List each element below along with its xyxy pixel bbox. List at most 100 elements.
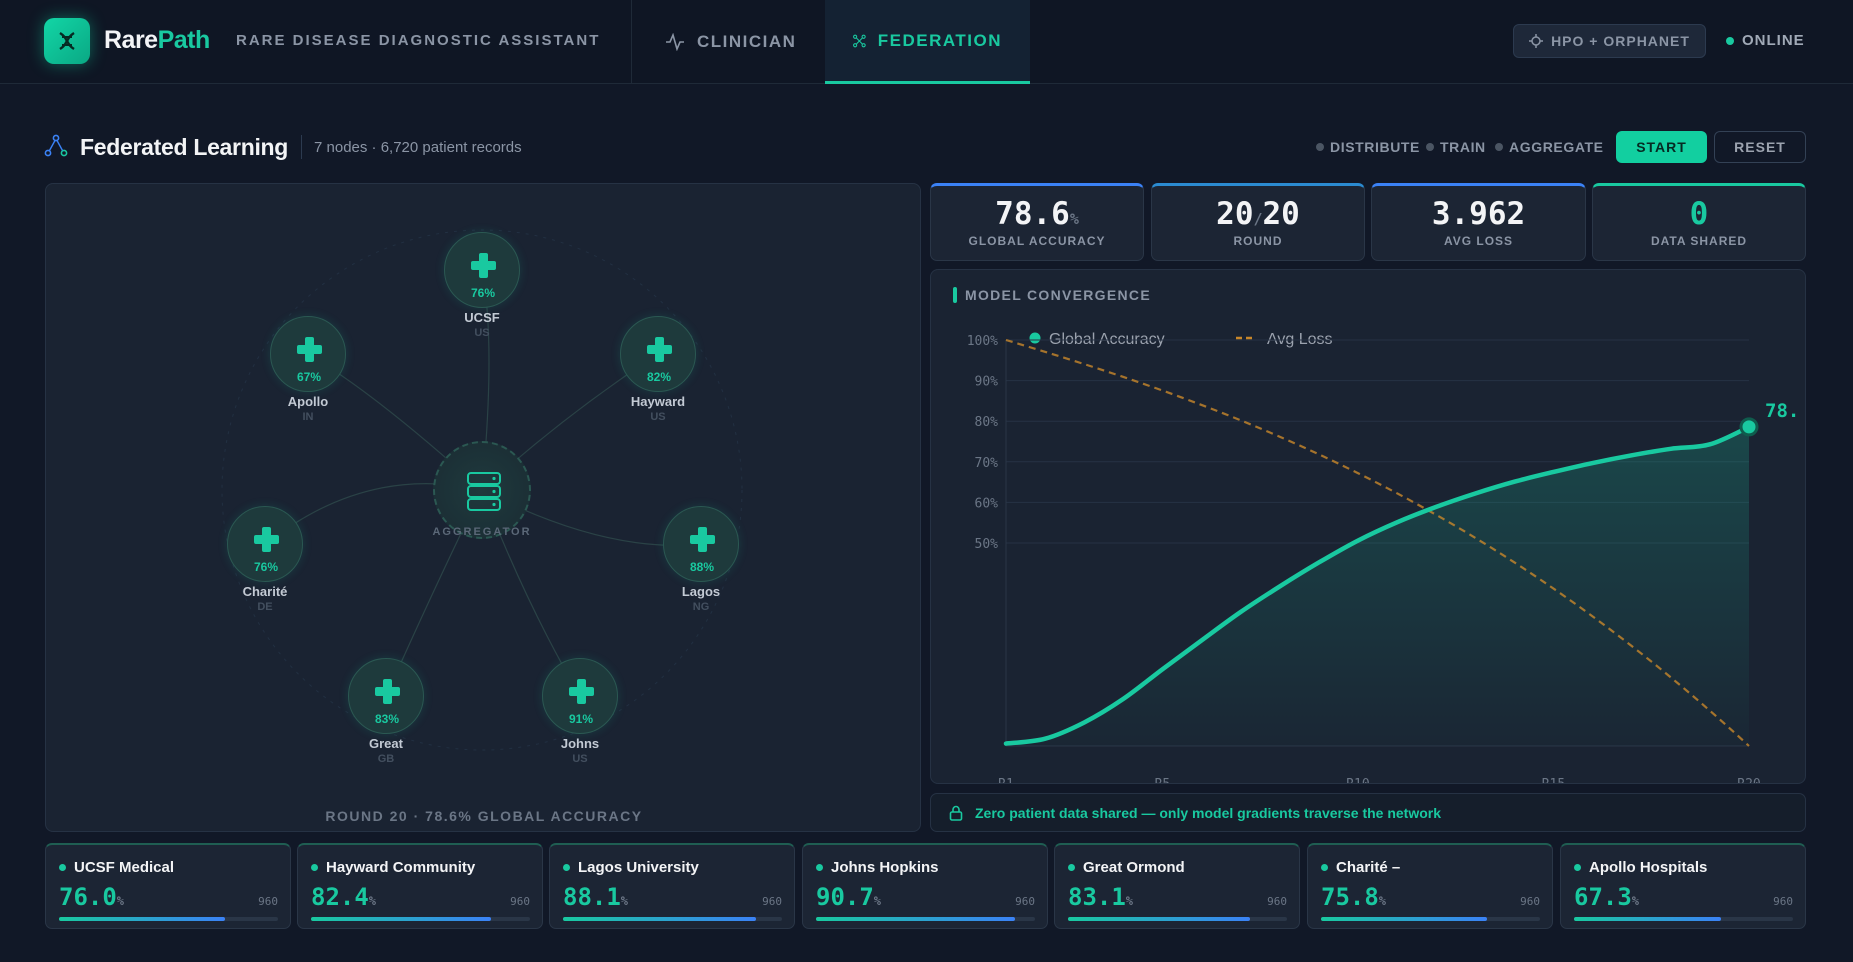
site-card-charite[interactable]: Charité – 75.8% 960 [1307, 843, 1553, 929]
site-progress-fill [1574, 917, 1722, 921]
site-accuracy-unit: % [116, 894, 125, 908]
site-accuracy-unit: % [873, 894, 882, 908]
stat-label: AVG LOSS [1443, 234, 1514, 248]
app-subtitle: RARE DISEASE DIAGNOSTIC ASSISTANT [236, 32, 601, 49]
node-accuracy: 83% [374, 712, 400, 726]
site-accuracy: 88.1% [563, 883, 628, 911]
node-name: Great [369, 736, 403, 751]
node-circle: 76% [227, 506, 303, 582]
ontology-badge: HPO + ORPHANET [1513, 24, 1706, 58]
loss-line [1005, 338, 1750, 747]
node-accuracy: 67% [296, 370, 322, 384]
stat-avg-loss: 3.962 AVG LOSS [1371, 183, 1586, 261]
round-value: 20 [1216, 196, 1254, 232]
site-card-hayward[interactable]: Hayward Community 82.4% 960 [297, 843, 543, 929]
medical-cross-icon [690, 527, 715, 552]
site-progress-track [311, 917, 530, 921]
tab-clinician[interactable]: CLINICIAN [637, 0, 824, 84]
node-circle: 88% [663, 506, 739, 582]
network-caption: ROUND 20 · 78.6% GLOBAL ACCURACY [325, 808, 643, 824]
x-tick-label: R15 [1542, 777, 1565, 784]
brand-name: RarePath [104, 26, 210, 55]
site-status-dot [1574, 864, 1581, 871]
medical-cross-icon [375, 679, 400, 704]
site-name-text: Lagos University [578, 859, 699, 876]
node-accuracy: 76% [470, 286, 496, 300]
network-icon [853, 34, 866, 47]
node-name: Lagos [681, 584, 721, 599]
y-tick-label: 70% [975, 456, 999, 471]
chart-title: MODEL CONVERGENCE [953, 287, 1151, 303]
site-status-dot [311, 864, 318, 871]
network-node-great-ormond[interactable]: 83% Great GB [348, 658, 424, 765]
node-name: Hayward [630, 394, 686, 409]
node-country: IN [302, 411, 314, 423]
stat-label: GLOBAL ACCURACY [968, 234, 1106, 248]
site-accuracy-unit: % [620, 894, 629, 908]
site-name-text: Apollo Hospitals [1589, 859, 1708, 876]
page-title: Federated Learning [80, 134, 289, 160]
site-progress-track [563, 917, 782, 921]
site-status-dot [816, 864, 823, 871]
site-card-johns-hopkins[interactable]: Johns Hopkins 90.7% 960 [802, 843, 1048, 929]
y-tick-label: 50% [975, 537, 999, 552]
y-tick-label: 90% [975, 375, 999, 390]
node-country: GB [377, 753, 395, 765]
site-card-ucsf[interactable]: UCSF Medical 76.0% 960 [45, 843, 291, 929]
site-progress-fill [816, 917, 1015, 921]
node-circle: 83% [348, 658, 424, 734]
site-accuracy-value: 82.4 [311, 883, 369, 911]
site-card-lagos[interactable]: Lagos University 88.1% 960 [549, 843, 795, 929]
node-accuracy: 88% [689, 560, 715, 574]
site-card-apollo[interactable]: Apollo Hospitals 67.3% 960 [1560, 843, 1806, 929]
round-separator: / [1253, 210, 1263, 228]
network-node-johns-hopkins[interactable]: 91% Johns US [542, 658, 618, 765]
network-node-apollo[interactable]: 67% Apollo IN [270, 316, 346, 423]
chart-title-text: MODEL CONVERGENCE [965, 287, 1151, 303]
status-indicator: ONLINE [1726, 32, 1805, 49]
site-record-count: 960 [1015, 895, 1035, 908]
network-node-lagos[interactable]: 88% Lagos NG [663, 506, 739, 613]
medical-cross-icon [254, 527, 279, 552]
node-circle: 82% [620, 316, 696, 392]
pulse-icon [666, 33, 684, 51]
accuracy-area [1006, 426, 1749, 746]
site-record-count: 960 [1773, 895, 1793, 908]
medical-cross-icon [471, 253, 496, 278]
node-name: Charité [242, 584, 288, 599]
shared-value: 0 [1689, 196, 1709, 232]
title-divider [301, 135, 302, 159]
x-tick-label: R5 [1155, 777, 1171, 784]
site-card-great-ormond[interactable]: Great Ormond 83.1% 960 [1054, 843, 1300, 929]
site-status-dot [563, 864, 570, 871]
y-tick-label: 60% [975, 496, 999, 511]
node-name: Apollo [287, 394, 329, 409]
site-name-text: Great Ormond [1083, 859, 1185, 876]
phase-distribute: DISTRIBUTE [1316, 139, 1420, 155]
start-button[interactable]: START [1616, 131, 1707, 163]
network-node-hayward[interactable]: 82% Hayward US [620, 316, 696, 423]
site-name-text: Johns Hopkins [831, 859, 939, 876]
ontology-icon [1529, 34, 1544, 48]
reset-button[interactable]: RESET [1714, 131, 1806, 163]
site-name: Great Ormond [1068, 859, 1185, 876]
title-accent-bar [953, 287, 957, 303]
medical-cross-icon [297, 337, 322, 362]
node-name: UCSF [464, 310, 500, 325]
phase-dot [1316, 143, 1324, 151]
site-accuracy-value: 83.1 [1068, 883, 1126, 911]
status-label: ONLINE [1742, 32, 1805, 49]
network-node-charite[interactable]: 76% Charité DE [227, 506, 303, 613]
accuracy-end-point[interactable] [1739, 417, 1759, 437]
legend-accuracy-swatch [1029, 332, 1041, 344]
site-name: Johns Hopkins [816, 859, 939, 876]
tab-federation-label: FEDERATION [877, 30, 1002, 50]
logo [44, 18, 90, 64]
node-circle: 91% [542, 658, 618, 734]
network-node-ucsf[interactable]: 76% UCSF US [444, 232, 520, 339]
node-accuracy: 76% [253, 560, 279, 574]
aggregator-node[interactable] [433, 441, 531, 539]
site-record-count: 960 [258, 895, 278, 908]
tab-federation[interactable]: FEDERATION [825, 0, 1030, 84]
y-tick-label: 80% [975, 415, 999, 430]
